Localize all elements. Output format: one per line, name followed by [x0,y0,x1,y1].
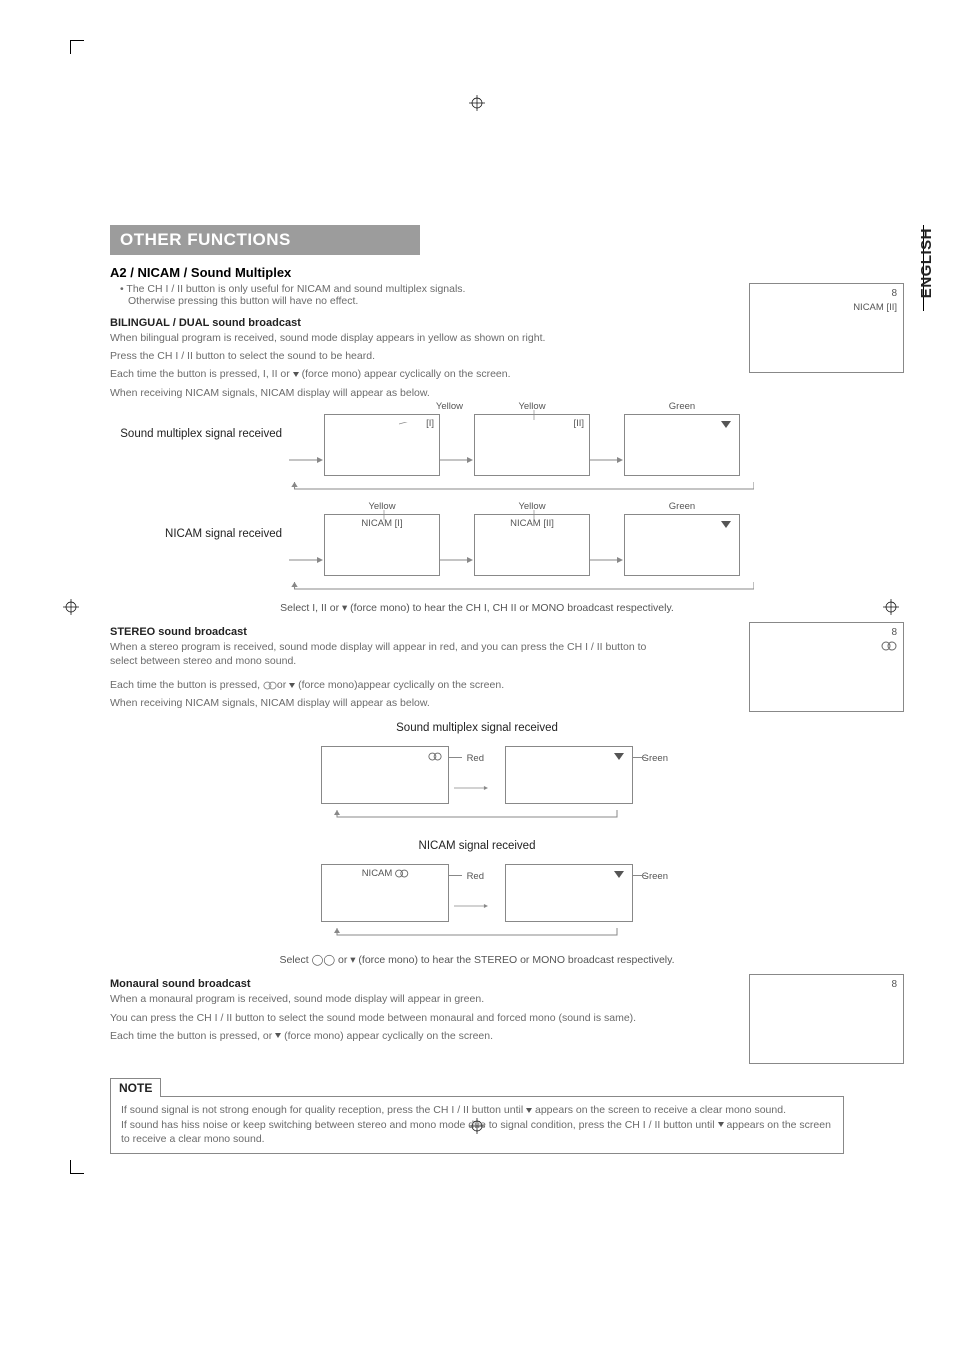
flow-arrow-icon [439,451,473,459]
diagram-box: NICAM Red [321,864,449,922]
bilingual-heading: BILINGUAL / DUAL sound broadcast [110,317,844,329]
a2-bullet: • The CH I / II button is only useful fo… [110,283,844,295]
a2-bullet-sub: Otherwise pressing this button will have… [110,295,844,307]
triangle-down-icon [614,753,624,760]
bilingual-caption: Select I, II or ▾ (force mono) to hear t… [110,602,844,614]
note-label: NOTE [110,1078,161,1097]
note-box: NOTE If sound signal is not strong enoug… [110,1077,844,1154]
return-arrow [317,810,637,824]
stereo-icon [881,641,897,654]
bilingual-p1: When bilingual program is received, soun… [110,331,670,345]
section-title-bar: OTHER FUNCTIONS [110,225,420,255]
stereo-caption: Select ◯◯ or ▾ (force mono) to hear the … [110,954,844,966]
stereo-heading: STEREO sound broadcast [110,626,844,638]
color-note: Red [467,871,484,882]
flow-arrow-icon [454,779,504,787]
diagram-box: Green [624,414,740,476]
mono-p1: When a monaural program is received, sou… [110,992,670,1006]
diagram-box: Green [505,746,633,804]
mono-p2: You can press the CH I / II button to se… [110,1011,670,1025]
diagram-tag: NICAM [362,868,409,879]
leader-line [632,757,646,758]
bilingual-p3: Each time the button is pressed, I, II o… [110,367,670,381]
screen-channel: 8 [891,288,897,299]
flow-arrow-icon [454,897,504,905]
return-arrow [286,582,754,596]
color-note: Green [642,871,668,882]
diagram-box: Red [321,746,449,804]
leader-line [448,875,462,876]
diagram-box: Green [505,864,633,922]
bilingual-p4: When receiving NICAM signals, NICAM disp… [110,386,670,400]
color-note: Green [669,501,695,512]
color-note: Green [669,401,695,412]
mono-heading: Monaural sound broadcast [110,978,844,990]
stereo-p3: When receiving NICAM signals, NICAM disp… [110,696,670,710]
stereo-icon [263,681,277,690]
triangle-down-icon [721,521,731,528]
stereo-icon [428,752,442,764]
stereo-row1-title: Sound multiplex signal received [110,722,844,734]
flow-arrow-icon [289,451,323,459]
return-arrow [286,482,754,496]
diagram-tag: NICAM [I] [361,518,402,529]
note-body: If sound signal is not strong enough for… [110,1096,844,1154]
leader-line [531,410,537,420]
bilingual-row2-label: NICAM signal received [110,528,290,540]
bilingual-p2: Press the CH I / II button to select the… [110,349,670,363]
diagram-tag: NICAM [II] [510,518,554,529]
diagram-box: Green [624,514,740,576]
triangle-down-icon [614,871,624,878]
leader-line [399,422,421,432]
leader-line [632,875,646,876]
flow-arrow-icon [289,551,323,559]
mono-screen-preview: 8 [749,974,904,1064]
color-note: Red [467,753,484,764]
stereo-row2-title: NICAM signal received [110,840,844,852]
diagram-box: Yellow [I] [324,414,440,476]
screen-mode: NICAM [II] [853,302,897,313]
diagram-box: Yellow NICAM [II] [474,514,590,576]
screen-channel: 8 [891,979,897,990]
bilingual-screen-preview: 8 NICAM [II] [749,283,904,373]
flow-arrow-icon [589,451,623,459]
triangle-down-icon [721,421,731,428]
color-note: Green [642,753,668,764]
page-content: OTHER FUNCTIONS A2 / NICAM / Sound Multi… [0,0,954,1214]
diagram-box: Yellow [II] [474,414,590,476]
stereo-screen-preview: 8 [749,622,904,712]
flow-arrow-icon [589,551,623,559]
bilingual-row1-label: Sound multiplex signal received [110,428,290,440]
diagram-tag: [I] [426,418,434,429]
color-note: Yellow [436,401,463,412]
return-arrow [317,928,637,942]
screen-channel: 8 [891,627,897,638]
a2-heading: A2 / NICAM / Sound Multiplex [110,265,844,280]
diagram-tag: [II] [573,418,584,429]
leader-line [448,757,462,758]
stereo-p1: When a stereo program is received, sound… [110,640,670,668]
flow-arrow-icon [439,551,473,559]
stereo-p2: Each time the button is pressed, or (for… [110,678,670,692]
mono-p3: Each time the button is pressed, or (for… [110,1029,670,1043]
diagram-box: Yellow NICAM [I] [324,514,440,576]
